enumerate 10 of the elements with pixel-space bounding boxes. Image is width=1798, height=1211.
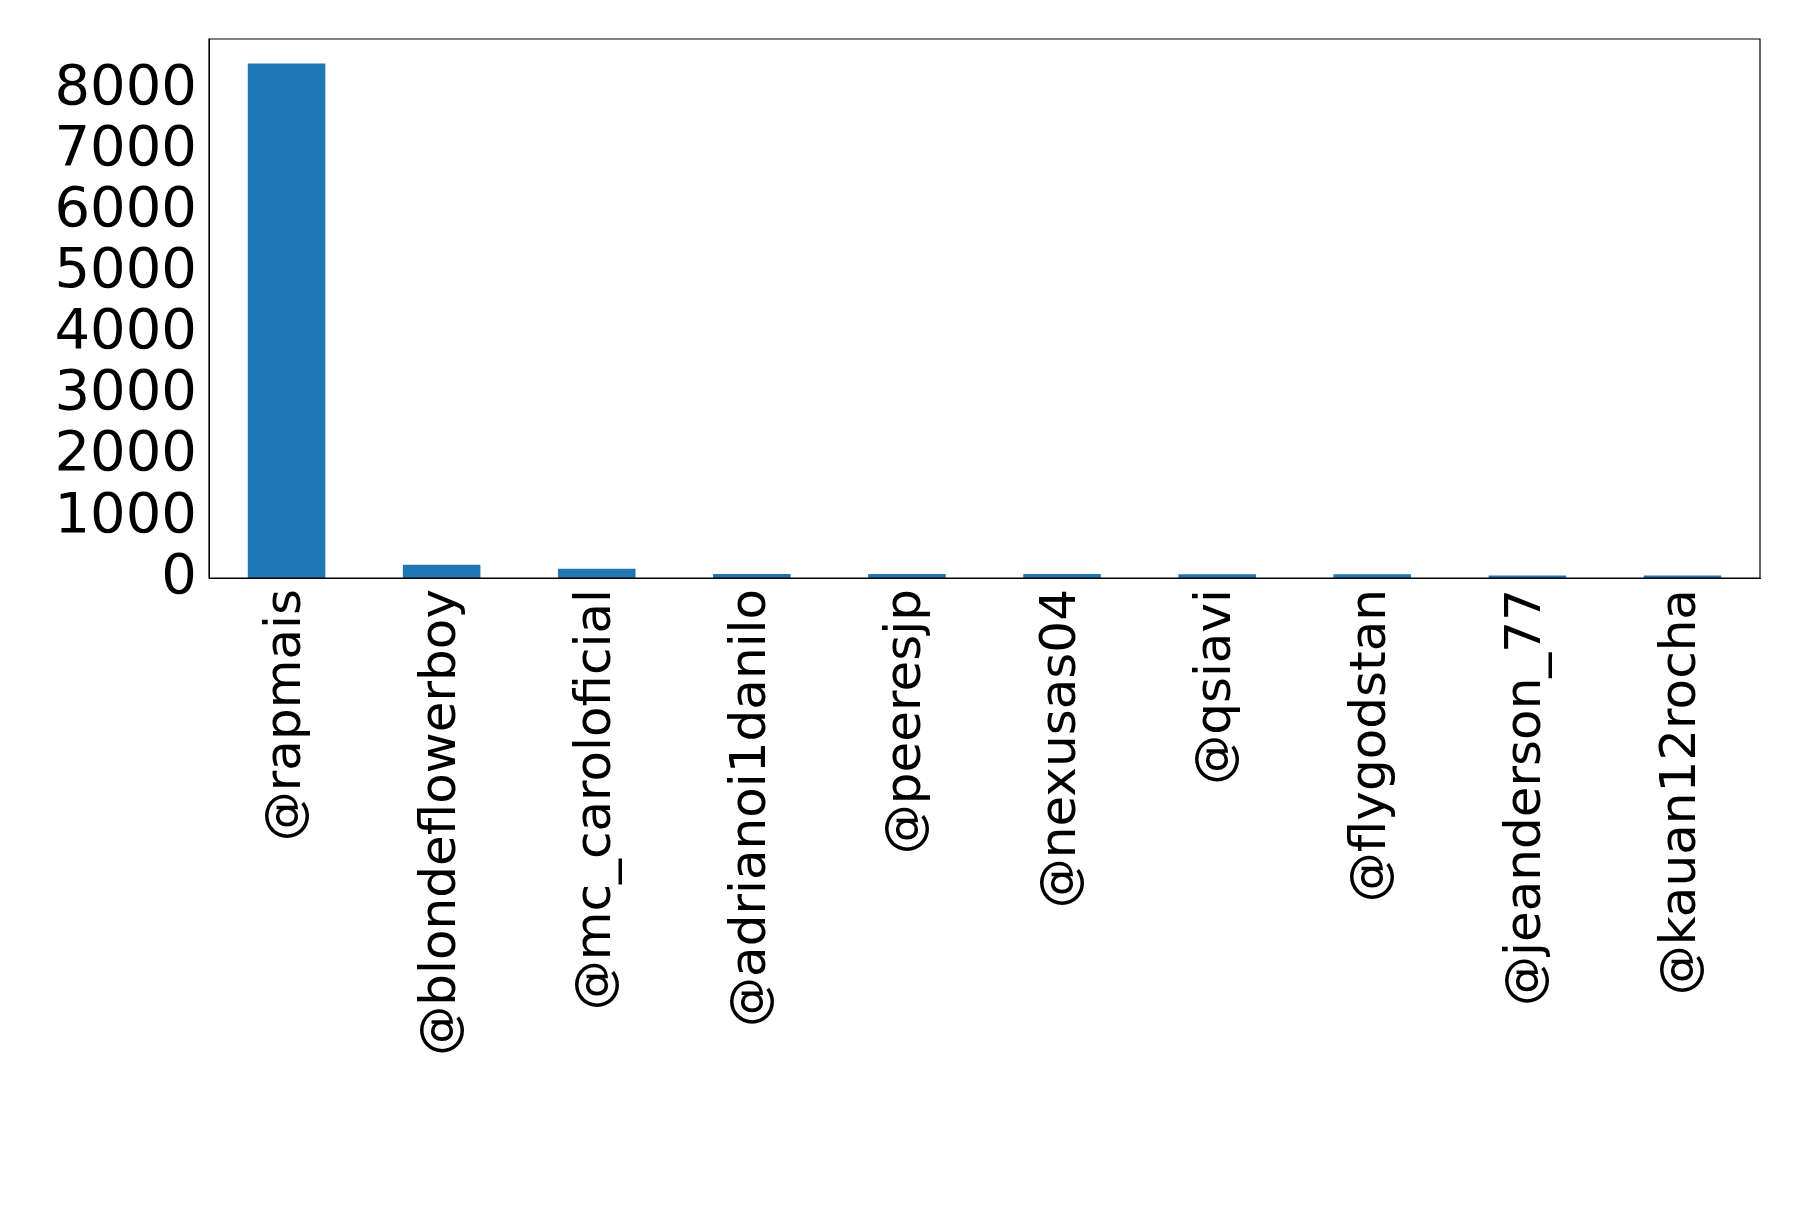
x-tick-label: @kauan12rocha (1649, 589, 1708, 996)
x-tick-label: @blondeflowerboy (408, 589, 467, 1056)
x-tick-label: @peeresjp (873, 589, 932, 855)
x-tick-label: @qsiavi (1184, 589, 1243, 785)
x-tick-label: @jeanderson_77 (1494, 589, 1553, 1006)
x-tick-label: @flygodstan (1339, 589, 1398, 903)
x-tick-label: @mc_caroloficial (563, 589, 622, 1011)
x-tick-label: @nexusas04 (1029, 589, 1088, 909)
x-tick-label: @rapmais (253, 589, 312, 842)
x-tick-label: @adrianoi1danilo (718, 589, 777, 1027)
